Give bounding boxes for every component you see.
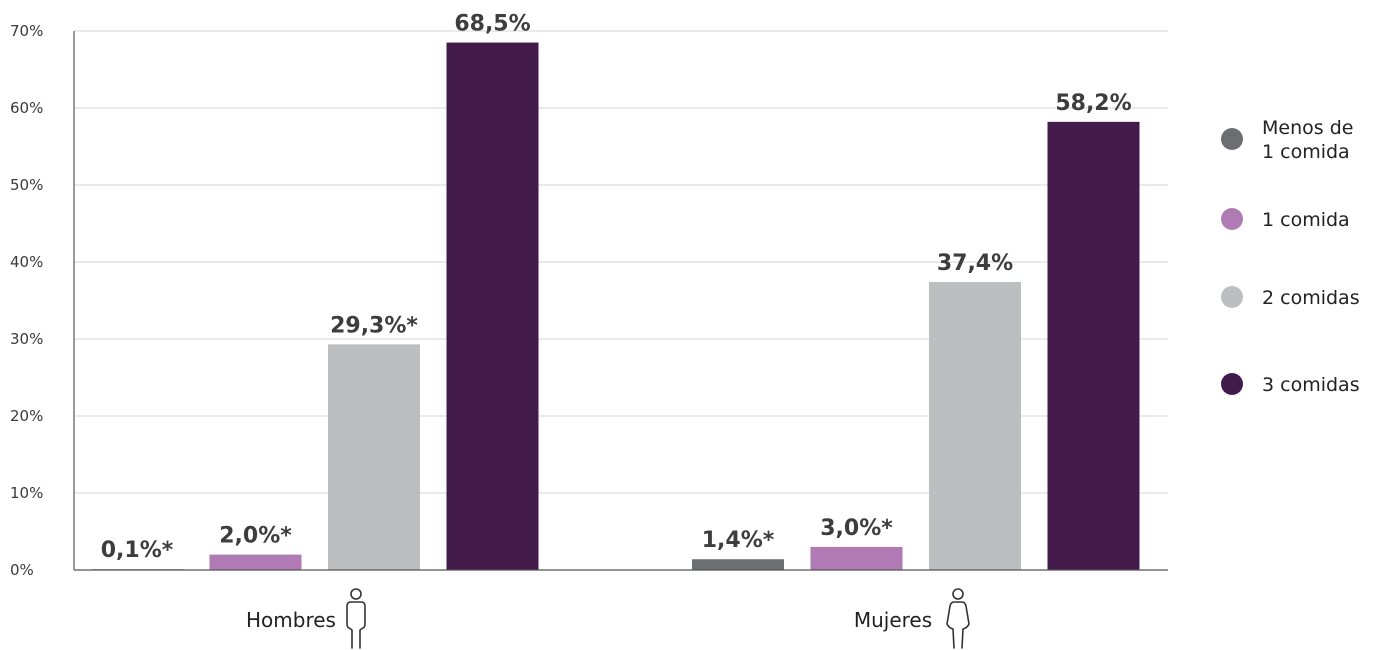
y-tick-label: 50%	[10, 176, 43, 194]
category-label: Mujeres	[854, 608, 932, 632]
y-tick-label: 70%	[10, 22, 43, 40]
data-labels: 0,1%* 1,4%* 2,0%* 3,0%* 29,3%* 37,4% 68,5% 58,2…	[101, 12, 1132, 564]
data-label: 58,2%	[1055, 91, 1131, 116]
data-label: 68,5%	[454, 12, 530, 37]
man-icon	[346, 588, 366, 649]
category-labels: Hombres Mujeres	[246, 588, 970, 649]
data-label: 29,3%*	[330, 313, 418, 338]
legend-label: 1 comida	[1262, 141, 1350, 163]
bar	[446, 42, 539, 571]
woman-icon	[946, 588, 970, 649]
bar	[929, 282, 1021, 570]
data-label: 2,0%*	[219, 524, 292, 549]
data-label: 0,1%*	[101, 538, 174, 563]
y-tick-label: 20%	[10, 407, 43, 425]
y-tick-label: 10%	[10, 484, 43, 502]
legend-swatch	[1221, 373, 1243, 395]
y-tick-label: 40%	[10, 253, 43, 271]
legend-swatch	[1221, 128, 1243, 150]
legend-label: 1 comida	[1262, 209, 1350, 231]
legend-label: 2 comidas	[1262, 287, 1360, 309]
data-label: 3,0%*	[820, 516, 893, 541]
data-label: 1,4%*	[702, 528, 775, 553]
y-tick-label: 0%	[10, 561, 34, 579]
y-tick-label: 60%	[10, 99, 43, 117]
y-tick-label: 30%	[10, 330, 43, 348]
y-axis-ticks: 0% 10% 20% 30% 40% 50% 60% 70%	[10, 22, 43, 579]
bar	[810, 546, 903, 570]
bars	[91, 42, 1140, 571]
legend-label: Menos de	[1262, 117, 1353, 139]
bar	[209, 554, 302, 570]
bar	[328, 344, 420, 570]
data-label: 37,4%	[937, 251, 1013, 276]
category-label: Hombres	[246, 608, 336, 632]
legend-swatch	[1221, 208, 1243, 230]
legend-label: 3 comidas	[1262, 374, 1360, 396]
bar	[692, 559, 784, 570]
bar	[1047, 121, 1140, 571]
gridlines	[74, 30, 1168, 494]
legend-swatch	[1221, 286, 1243, 308]
